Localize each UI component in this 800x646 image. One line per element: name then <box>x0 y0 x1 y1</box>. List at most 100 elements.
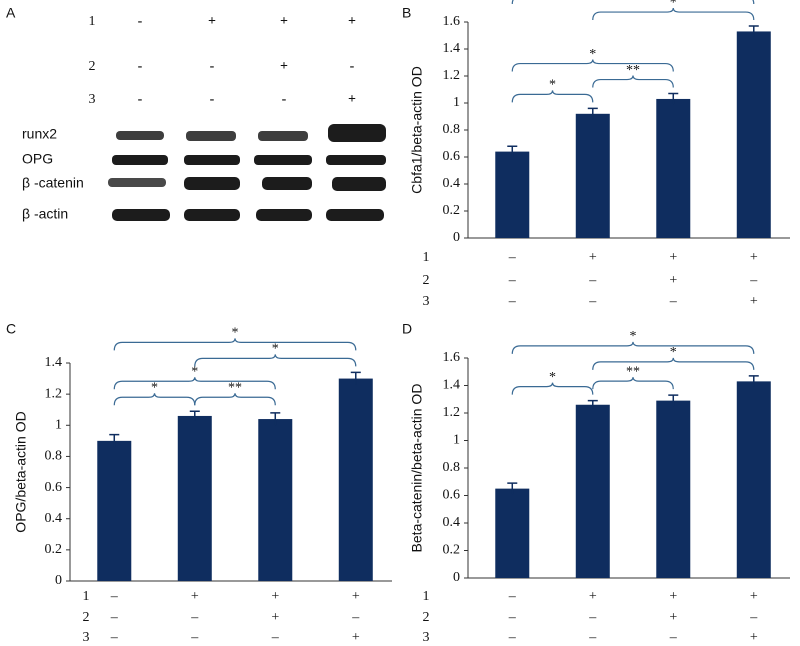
condition-sign: – <box>508 273 517 288</box>
y-tick-label: 1 <box>453 95 460 110</box>
panel-label: A <box>6 5 16 21</box>
condition-sign: – <box>110 610 119 625</box>
condition-sign: + <box>750 630 758 645</box>
bar <box>656 98 691 238</box>
significance-bracket <box>194 354 357 367</box>
condition-sign: + <box>348 14 356 29</box>
band-label: β -catenin <box>22 175 84 191</box>
y-tick-label: 0.8 <box>443 122 461 137</box>
condition-sign: – <box>749 273 758 288</box>
condition-sign: – <box>669 630 678 645</box>
bar <box>656 400 691 578</box>
significance-bracket <box>592 357 755 370</box>
condition-sign: - <box>282 92 287 107</box>
condition-sign: – <box>508 610 517 625</box>
condition-sign: – <box>190 630 199 645</box>
condition-label: 3 <box>423 630 430 645</box>
condition-sign: + <box>208 14 216 29</box>
bar <box>97 440 132 581</box>
band-label: OPG <box>22 151 53 167</box>
significance-label: * <box>549 370 556 385</box>
significance-bracket <box>113 338 357 351</box>
condition-sign: + <box>271 589 279 604</box>
condition-label: 1 <box>423 589 430 604</box>
condition-sign: + <box>750 589 758 604</box>
significance-label: * <box>670 345 677 360</box>
condition-sign: – <box>110 630 119 645</box>
condition-sign: + <box>271 610 279 625</box>
significance-label: * <box>670 0 677 10</box>
panel-label: D <box>402 321 412 337</box>
condition-sign: - <box>138 92 143 107</box>
condition-sign: - <box>210 92 215 107</box>
condition-sign: – <box>508 589 517 604</box>
y-tick-label: 0.8 <box>443 460 461 475</box>
condition-sign: + <box>280 59 288 74</box>
condition-label: 3 <box>89 92 96 107</box>
condition-sign: – <box>749 610 758 625</box>
y-tick-label: 0.6 <box>443 488 461 503</box>
error-bar <box>748 25 759 37</box>
condition-sign: – <box>351 610 360 625</box>
error-bar <box>270 412 281 426</box>
condition-sign: + <box>750 294 758 309</box>
condition-sign: + <box>589 250 597 265</box>
condition-sign: – <box>271 630 280 645</box>
error-bar <box>109 433 120 448</box>
condition-sign: + <box>348 92 356 107</box>
condition-sign: + <box>352 630 360 645</box>
condition-label: 1 <box>89 14 96 29</box>
significance-bracket <box>511 90 594 103</box>
significance-label: * <box>191 364 198 379</box>
band-label: runx2 <box>22 126 57 142</box>
bar <box>495 488 530 578</box>
significance-label: ** <box>228 380 242 395</box>
y-tick-label: 1.2 <box>45 386 63 401</box>
error-bar <box>748 375 759 387</box>
significance-label: * <box>589 47 596 62</box>
significance-label: * <box>232 326 239 341</box>
condition-sign: - <box>138 14 143 29</box>
significance-label: * <box>151 380 158 395</box>
significance-label: * <box>630 329 637 344</box>
significance-label: ** <box>626 364 640 379</box>
y-tick-label: 0 <box>55 573 62 588</box>
condition-sign: - <box>138 59 143 74</box>
condition-sign: – <box>508 294 517 309</box>
y-tick-label: 0.2 <box>45 542 63 557</box>
condition-sign: – <box>669 294 678 309</box>
error-bar <box>507 145 518 157</box>
y-tick-label: 0.4 <box>45 511 63 526</box>
condition-label: 1 <box>83 589 90 604</box>
significance-label: * <box>272 342 279 357</box>
y-tick-label: 0 <box>453 570 460 585</box>
y-tick-label: 0.6 <box>45 480 63 495</box>
condition-sign: – <box>110 589 119 604</box>
condition-label: 2 <box>89 59 96 74</box>
significance-label: ** <box>626 63 640 78</box>
condition-sign: – <box>588 630 597 645</box>
significance-label: * <box>549 78 556 93</box>
condition-label: 2 <box>423 610 430 625</box>
y-tick-label: 1.4 <box>45 355 63 370</box>
bar <box>495 151 530 238</box>
error-bar <box>507 482 518 495</box>
significance-bracket <box>511 382 594 395</box>
y-tick-label: 1.6 <box>443 350 461 365</box>
y-tick-label: 1.2 <box>443 68 461 83</box>
condition-sign: – <box>508 630 517 645</box>
bar <box>736 31 771 239</box>
condition-sign: – <box>190 610 199 625</box>
condition-label: 1 <box>423 250 430 265</box>
significance-bracket <box>592 75 674 88</box>
condition-sign: + <box>669 610 677 625</box>
y-tick-label: 0.6 <box>443 149 461 164</box>
significance-bracket <box>511 59 674 72</box>
bar <box>575 113 610 238</box>
bar <box>736 381 771 578</box>
bar <box>575 404 610 578</box>
condition-sign: – <box>588 610 597 625</box>
condition-sign: – <box>588 273 597 288</box>
condition-sign: + <box>750 250 758 265</box>
